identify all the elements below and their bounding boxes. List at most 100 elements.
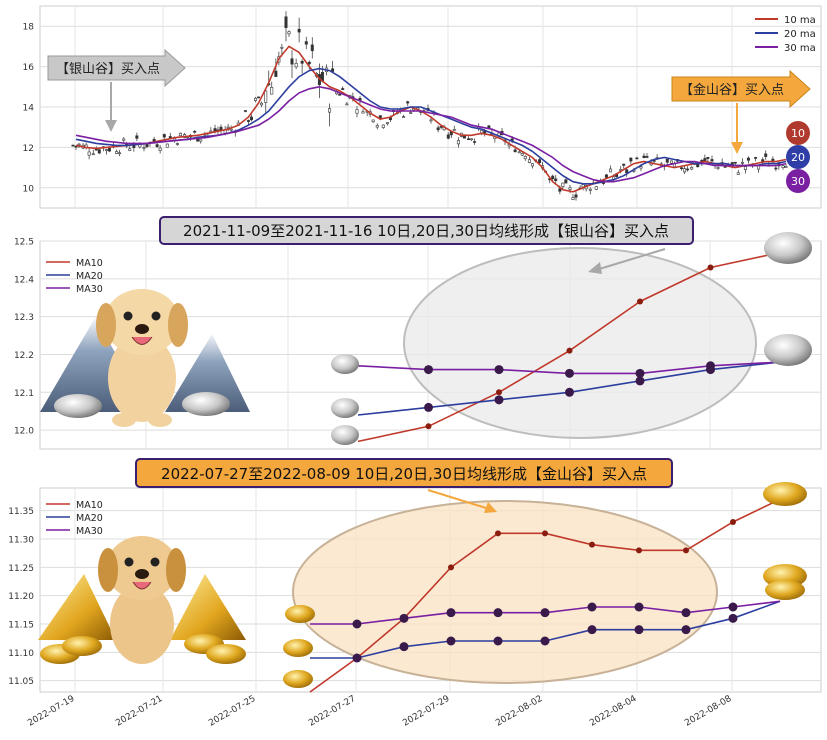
data-point-ma20 [587,625,597,635]
candle-body [155,144,159,147]
gold-legend-label-ma20: MA20 [76,513,103,524]
x-tick-label: 2022-07-25 [207,694,257,729]
candle-body [270,87,274,95]
badge-10-label: 10 [791,127,805,140]
candle-body [307,61,311,65]
data-point-ma10 [636,547,642,554]
candle-body [402,116,406,118]
gold-callout-arrow [671,69,811,109]
data-point-ma20 [494,395,504,405]
silver-valley-callout: 【银山谷】买入点 [47,48,186,132]
candle-body [629,157,633,162]
candle-body [287,31,291,35]
dog-icon [96,289,188,427]
candle-body [71,144,75,147]
candle-body [588,188,592,191]
candle-body [122,138,126,141]
series-line-ma30 [75,85,787,183]
badge-20-label: 20 [791,151,805,164]
y-tick-label: 12.3 [14,313,34,323]
silver-zoom-y-ticks: 12.0 12.1 12.2 12.3 12.4 12.5 [14,238,34,437]
candle-body [680,167,684,170]
y-tick-label: 12.2 [14,351,34,361]
candle-body [104,149,108,151]
x-tick-label: 2022-08-02 [494,694,544,729]
series-line-ma10 [75,45,787,193]
candle-body [118,152,122,155]
gold-pyramid-right-icon [170,574,246,640]
data-point-ma10 [637,298,643,305]
data-point-ma30 [494,365,504,375]
data-point-ma10 [425,423,432,430]
gold-ingot-ma10-end-icon [763,482,807,506]
candle-body [642,155,646,158]
badge-30-circle [786,169,810,193]
candle-body [764,153,768,157]
y-tick-label: 14 [23,104,35,114]
gold-ingot-ma10-start-icon [283,670,313,688]
candle-body [243,110,247,112]
silver-title-box [159,216,694,245]
silver-legend-label-ma20: MA20 [76,271,103,282]
candle-body [683,168,687,173]
y-tick-label: 12.0 [14,427,34,437]
candle-body [446,134,450,139]
candle-body [355,109,359,114]
candle-body [625,169,629,174]
data-point-ma30 [587,602,597,612]
data-point-ma10 [496,389,502,396]
candle-body [736,172,740,175]
candle-body [520,153,524,156]
y-tick-label: 11.25 [8,564,34,574]
candle-body [297,28,301,33]
dog-icon [98,536,186,664]
data-point-ma20 [399,642,409,652]
candle-body [639,166,643,169]
silver-ingot-ma10-end-icon [764,232,812,264]
candle-body [338,94,342,96]
candle-body [513,149,517,153]
candle-body [568,187,572,190]
candle-body [91,153,95,156]
candle-body [467,138,471,140]
data-point-ma10 [448,564,454,571]
candle-body [452,129,456,131]
data-point-ma30 [681,608,691,618]
overview-panel: 10 12 14 16 18 10 ma 20 ma 30 ma 【银山谷】买入点 【金… [23,5,822,209]
data-point-ma30 [540,608,550,618]
candle-body [226,126,230,129]
y-tick-label: 11.30 [8,536,34,546]
candle-body [254,97,258,101]
silver-ingot-ma10-start-icon [331,425,359,445]
y-tick-label: 12.4 [14,275,34,285]
silver-ingot-right-icon [182,392,230,416]
gold-title-pointer-line [427,489,487,509]
candle-body [345,103,349,106]
y-tick-label: 10 [23,184,35,194]
silver-zoom-legend: MA10 MA20 MA30 [46,258,103,295]
candle-body [406,101,410,104]
y-tick-label: 18 [23,23,35,33]
y-tick-label: 11.10 [8,649,34,659]
candle-body [740,161,744,164]
silver-zoom-panel: 12.012.112.212.312.412.5 MA10 MA20 MA30 … [14,216,822,450]
candle-body [652,160,656,162]
candle-body [622,163,626,166]
candle-body [784,166,788,168]
data-point-ma20 [352,653,362,663]
candle-body [341,88,345,90]
data-point-ma20 [446,636,456,646]
data-point-ma20 [634,625,644,635]
gold-callout-label: 【金山谷】买入点 [680,82,784,98]
candle-body [530,163,534,167]
candle-body [665,158,669,163]
data-point-ma20 [565,387,574,397]
data-point-ma20 [728,613,738,623]
gold-ingot-deco-2-icon [62,636,102,656]
data-point-ma30 [635,368,645,378]
data-point-ma10 [542,530,548,537]
silver-decoration [40,289,250,427]
candle-body [743,166,747,170]
silver-title: 2021-11-09至2021-11-16 10日,20日,30日均线形成【银山… [183,222,669,240]
gold-title-box [135,458,673,488]
